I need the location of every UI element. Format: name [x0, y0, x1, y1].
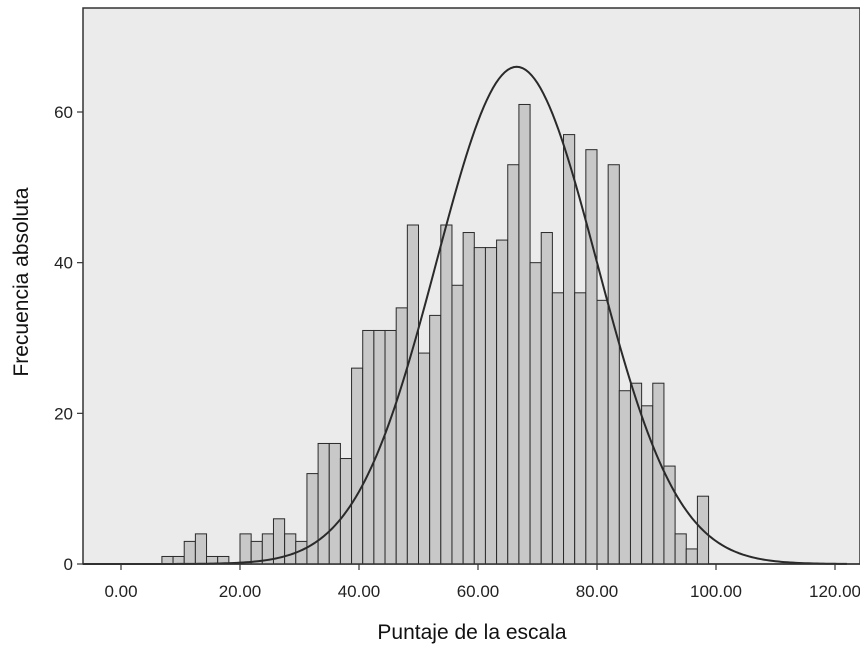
histogram-bar — [284, 533, 297, 565]
histogram-bar — [473, 247, 486, 565]
histogram-bar — [183, 540, 196, 565]
x-tick-label: 60.00 — [457, 582, 500, 601]
histogram-bar — [429, 314, 442, 565]
y-tick-label: 60 — [54, 103, 73, 122]
histogram-bar — [384, 329, 397, 565]
x-axis-title: Puntaje de la escala — [377, 621, 566, 644]
histogram-bar — [362, 329, 375, 565]
x-tick-label: 0.00 — [104, 582, 137, 601]
histogram-bar — [607, 164, 620, 565]
histogram-bar — [418, 352, 431, 565]
x-tick-label: 40.00 — [338, 582, 381, 601]
y-axis-title: Frecuencia absoluta — [10, 187, 33, 376]
histogram-bar — [328, 442, 341, 565]
histogram-bar — [551, 292, 565, 565]
histogram-bar — [618, 390, 631, 565]
histogram-bar — [529, 262, 542, 565]
histogram-bar — [574, 292, 587, 565]
histogram-bar — [540, 232, 553, 565]
histogram-bar — [451, 284, 464, 565]
histogram-bar — [351, 367, 364, 565]
x-axis-ticks: 0.00 20.00 40.00 60.00 80.00 100.00 120.00 — [104, 564, 860, 601]
histogram-bar — [306, 473, 319, 565]
histogram-bar — [440, 224, 453, 565]
histogram-bar — [317, 442, 330, 565]
histogram-bar — [652, 382, 665, 565]
histogram-bar — [496, 239, 509, 565]
histogram-bar — [239, 533, 252, 565]
histogram-bar — [507, 164, 520, 565]
histogram-bar — [685, 548, 698, 565]
x-tick-label: 120.00 — [809, 582, 860, 601]
histogram-bar — [161, 555, 174, 565]
histogram-bar — [172, 555, 185, 565]
x-tick-label: 100.00 — [690, 582, 742, 601]
histogram-bar — [563, 134, 576, 565]
histogram-bar — [194, 533, 208, 565]
y-tick-label: 20 — [54, 404, 73, 423]
histogram-bar — [484, 247, 498, 565]
histogram-bar — [395, 307, 408, 565]
histogram-bar — [585, 149, 598, 565]
histogram-bar — [596, 299, 609, 565]
histogram-bar — [674, 533, 687, 565]
histogram-bar — [462, 232, 475, 565]
y-axis-ticks: 0 20 40 60 — [54, 103, 83, 574]
histogram-bar — [518, 103, 531, 565]
y-tick-label: 40 — [54, 254, 73, 273]
x-tick-label: 20.00 — [219, 582, 262, 601]
x-tick-label: 80.00 — [576, 582, 619, 601]
histogram-bars — [161, 103, 710, 565]
histogram-bar — [406, 224, 419, 565]
y-tick-label: 0 — [64, 555, 73, 574]
